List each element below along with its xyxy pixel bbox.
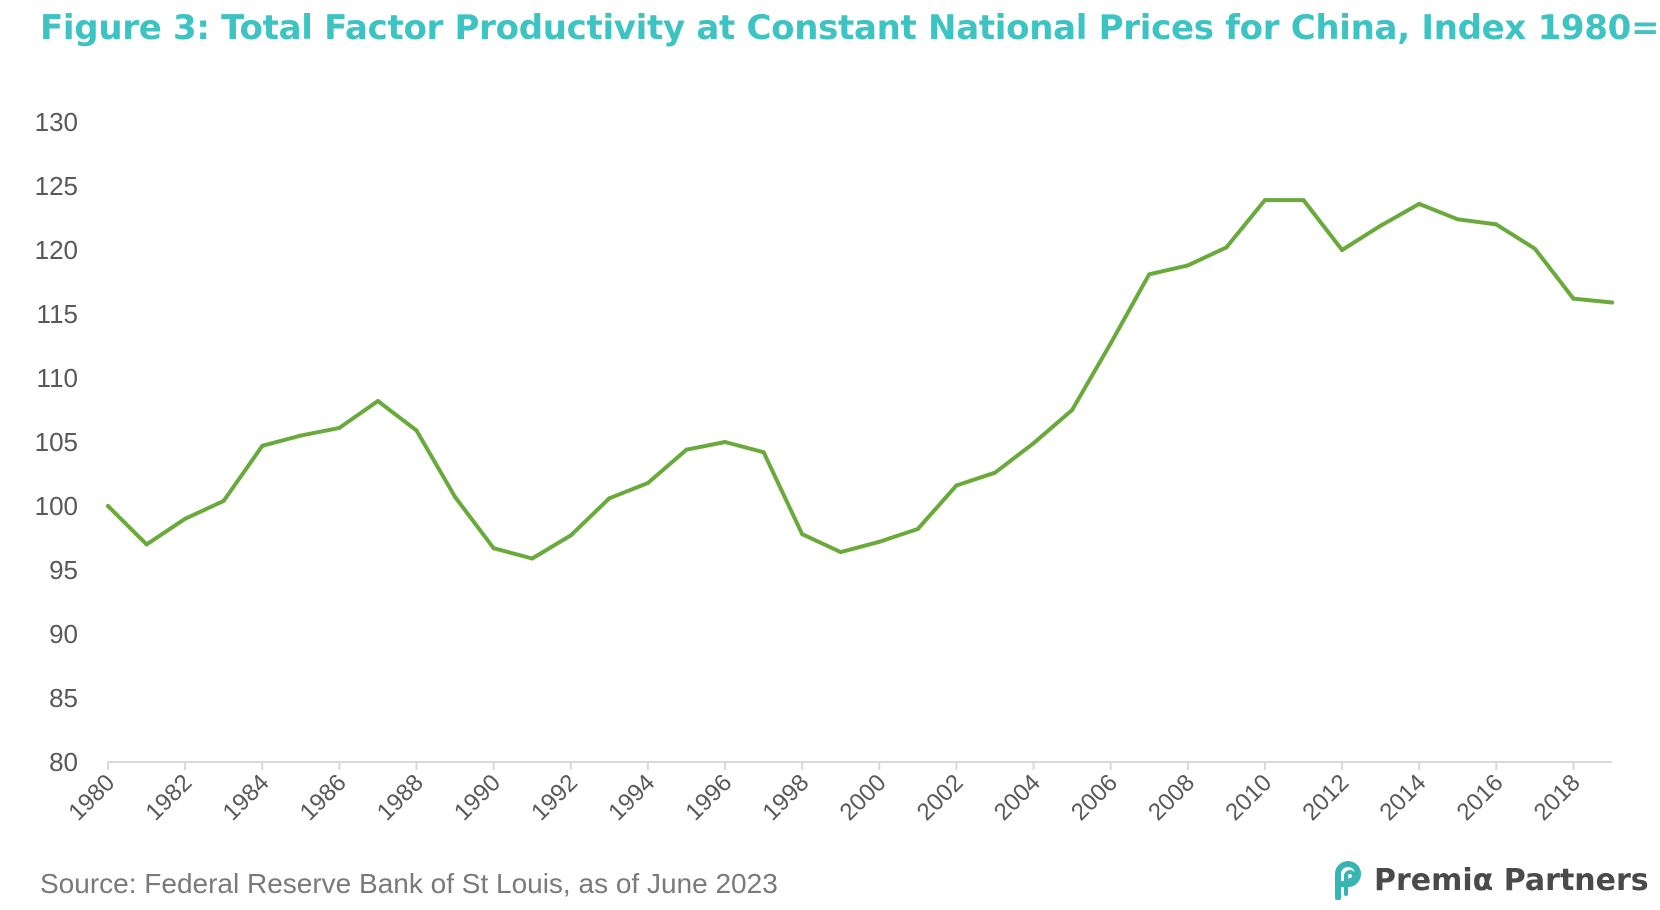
x-tick-label: 1984 <box>218 769 275 826</box>
x-tick-label: 2008 <box>1143 769 1200 826</box>
data-point <box>375 399 380 404</box>
x-tick-label: 2004 <box>989 769 1046 826</box>
x-tick-label: 2010 <box>1220 769 1277 826</box>
data-point <box>1108 341 1113 346</box>
x-tick-label: 1994 <box>603 769 660 826</box>
data-point <box>1378 223 1383 228</box>
x-tick-label: 1990 <box>449 769 506 826</box>
x-tick-label: 2006 <box>1066 769 1123 826</box>
data-point <box>1262 198 1267 203</box>
x-tick-label: 1988 <box>372 769 429 826</box>
data-point <box>183 516 188 521</box>
data-point <box>1494 222 1499 227</box>
y-tick-label: 95 <box>49 555 78 585</box>
x-tick-label: 2012 <box>1297 769 1354 826</box>
source-note: Source: Federal Reserve Bank of St Louis… <box>40 868 778 899</box>
data-point <box>954 483 959 488</box>
data-point <box>1301 198 1306 203</box>
data-point <box>1417 201 1422 206</box>
data-point <box>106 504 110 508</box>
data-point <box>684 447 689 452</box>
data-point <box>915 527 920 532</box>
x-tick-label: 1996 <box>680 769 737 826</box>
data-point <box>298 433 303 438</box>
y-tick-label: 90 <box>49 619 78 649</box>
x-axis: 1980 1982 1984 1986 1988 1990 1992 1994 1996 1998… <box>63 762 1586 826</box>
data-point <box>1147 272 1152 277</box>
data-point <box>1610 300 1614 305</box>
data-point <box>800 532 805 537</box>
data-point <box>1455 217 1460 222</box>
data-point <box>1031 441 1036 446</box>
x-tick-label: 2002 <box>912 769 969 826</box>
chart-title: Figure 3: Total Factor Productivity at C… <box>40 8 1660 48</box>
x-tick-label: 1980 <box>63 769 120 826</box>
series-line <box>106 198 1614 561</box>
x-tick-label: 1992 <box>526 769 583 826</box>
data-point <box>453 495 458 500</box>
premia-logo-icon <box>1335 861 1361 900</box>
x-tick-label: 2016 <box>1452 769 1509 826</box>
y-tick-label: 100 <box>35 491 78 521</box>
y-tick-label: 120 <box>35 235 78 265</box>
data-point <box>260 443 265 448</box>
data-point <box>530 556 535 561</box>
data-point <box>1070 408 1075 412</box>
data-point <box>144 542 149 547</box>
data-point <box>568 533 573 538</box>
x-tick-label: 2018 <box>1529 769 1586 826</box>
logo-text: Premiα Partners <box>1374 862 1649 898</box>
x-tick-label: 1982 <box>141 769 198 826</box>
data-point <box>761 450 766 455</box>
data-point <box>1340 248 1345 252</box>
data-point <box>1224 245 1229 250</box>
data-point <box>992 470 997 475</box>
brand-logo: Premiα Partners <box>1330 860 1649 900</box>
data-point <box>1571 296 1576 301</box>
data-point <box>337 425 342 430</box>
data-point <box>838 550 843 555</box>
data-point <box>723 440 728 444</box>
y-tick-label: 105 <box>35 427 78 457</box>
data-point <box>1532 246 1537 251</box>
y-tick-label: 130 <box>35 107 78 137</box>
data-point <box>645 480 650 485</box>
data-point <box>607 496 612 501</box>
y-tick-label: 80 <box>49 747 78 777</box>
y-tick-label: 115 <box>37 299 78 329</box>
data-point <box>877 539 882 544</box>
data-points <box>106 198 1614 561</box>
x-tick-label: 2000 <box>835 769 892 826</box>
data-point <box>1185 263 1190 268</box>
x-tick-label: 1986 <box>295 769 352 826</box>
data-point <box>414 428 419 433</box>
y-tick-label: 85 <box>49 683 78 713</box>
y-tick-label: 110 <box>37 363 78 393</box>
x-tick-label: 1998 <box>758 769 815 826</box>
y-axis: 80 85 90 95 100 105 110 115 120 125 130 <box>35 107 78 777</box>
x-tick-label: 2014 <box>1375 769 1432 826</box>
data-point <box>221 498 226 503</box>
data-point <box>491 546 496 551</box>
y-tick-label: 125 <box>35 171 78 201</box>
